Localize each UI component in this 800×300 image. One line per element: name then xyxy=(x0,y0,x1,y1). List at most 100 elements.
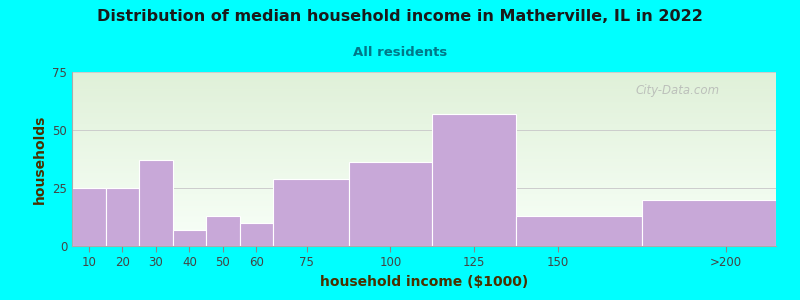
Bar xyxy=(72,204,776,205)
Bar xyxy=(72,99,776,100)
Bar xyxy=(72,125,776,126)
Bar xyxy=(72,118,776,119)
Bar xyxy=(72,189,776,190)
Bar xyxy=(72,120,776,121)
Bar xyxy=(72,205,776,206)
Bar xyxy=(72,220,776,221)
Bar xyxy=(72,77,776,78)
Bar xyxy=(72,85,776,86)
Bar xyxy=(72,211,776,212)
Bar xyxy=(72,94,776,95)
Text: All residents: All residents xyxy=(353,46,447,59)
Bar xyxy=(72,186,776,187)
Bar xyxy=(72,194,776,195)
Bar xyxy=(72,159,776,160)
Bar xyxy=(72,139,776,140)
Bar xyxy=(72,218,776,219)
Bar xyxy=(72,148,776,149)
Bar xyxy=(72,210,776,211)
Bar xyxy=(72,217,776,218)
Bar xyxy=(72,102,776,103)
Bar xyxy=(72,219,776,220)
Bar xyxy=(72,162,776,163)
Bar xyxy=(72,137,776,138)
Bar xyxy=(72,140,776,141)
Bar xyxy=(72,235,776,236)
Bar xyxy=(72,241,776,242)
Bar xyxy=(72,188,776,189)
Bar xyxy=(72,128,776,129)
Bar xyxy=(72,107,776,108)
Bar xyxy=(72,167,776,168)
Bar xyxy=(72,232,776,233)
Bar xyxy=(72,161,776,162)
Bar xyxy=(72,115,776,116)
Bar xyxy=(72,106,776,107)
Bar xyxy=(72,134,776,135)
Bar xyxy=(72,147,776,148)
Bar xyxy=(72,166,776,167)
Bar xyxy=(72,114,776,115)
Bar xyxy=(139,160,173,246)
Bar xyxy=(72,238,776,239)
Bar xyxy=(72,223,776,224)
Bar xyxy=(206,216,240,246)
Bar xyxy=(72,173,776,174)
Bar xyxy=(72,108,776,109)
Bar xyxy=(173,230,206,246)
Bar xyxy=(72,242,776,243)
Bar xyxy=(72,233,776,234)
Bar xyxy=(72,224,776,225)
Bar xyxy=(72,185,776,186)
Bar xyxy=(72,82,776,83)
Bar xyxy=(72,178,776,179)
Bar xyxy=(72,90,776,91)
Bar xyxy=(72,119,776,120)
Bar xyxy=(72,116,776,117)
Bar xyxy=(72,135,776,136)
Bar xyxy=(72,164,776,165)
Bar xyxy=(72,142,776,143)
Bar xyxy=(72,73,776,74)
Bar xyxy=(72,230,776,231)
Bar xyxy=(72,196,776,197)
Bar xyxy=(72,168,776,169)
Bar xyxy=(72,86,776,87)
Bar xyxy=(72,78,776,79)
Bar xyxy=(72,129,776,130)
Bar xyxy=(72,180,776,181)
Bar xyxy=(72,208,776,209)
Bar xyxy=(72,215,776,216)
Bar xyxy=(432,114,516,246)
Bar xyxy=(72,110,776,111)
Bar xyxy=(72,176,776,177)
Bar xyxy=(72,130,776,131)
Bar xyxy=(72,152,776,153)
Bar xyxy=(72,174,776,175)
Bar xyxy=(72,195,776,196)
Bar xyxy=(72,214,776,215)
Bar xyxy=(72,199,776,200)
Bar xyxy=(72,239,776,240)
Bar xyxy=(72,113,776,114)
Bar xyxy=(72,74,776,75)
Bar xyxy=(72,133,776,134)
Bar xyxy=(72,243,776,244)
Bar xyxy=(72,95,776,96)
Y-axis label: households: households xyxy=(33,114,46,204)
Bar xyxy=(72,181,776,182)
Bar xyxy=(72,209,776,210)
Bar xyxy=(72,80,776,81)
Bar xyxy=(72,229,776,230)
Bar xyxy=(72,177,776,178)
Bar xyxy=(72,100,776,101)
Bar xyxy=(72,225,776,226)
Bar xyxy=(72,175,776,176)
Bar xyxy=(72,158,776,159)
Bar xyxy=(72,226,776,227)
Bar xyxy=(72,144,776,145)
Bar xyxy=(72,138,776,139)
Bar xyxy=(72,207,776,208)
Bar xyxy=(72,169,776,170)
Bar xyxy=(72,240,776,241)
